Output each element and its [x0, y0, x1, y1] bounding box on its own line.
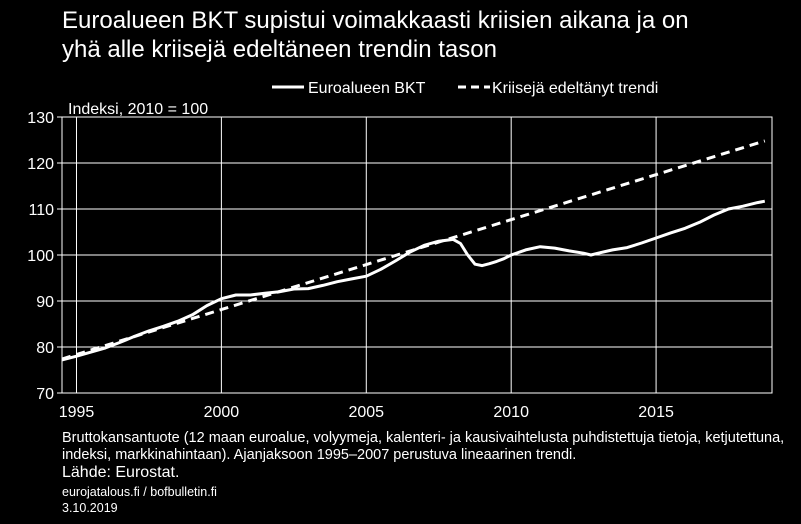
chart-caption: Bruttokansantuote (12 maan euroalue, vol… [62, 430, 785, 463]
series-group [61, 139, 766, 362]
axes: 70 80 90 100 110 120 130 1995 2000 2005 2010 2015 [27, 110, 773, 421]
x-tick-label: 2005 [348, 404, 384, 421]
chart-title-line-2: yhä alle kriisejä edeltäneen trendin tas… [62, 36, 497, 63]
footer: eurojatalous.fi / bofbulletin.fi 3.10.20… [62, 484, 217, 516]
y-tick-label: 110 [28, 202, 54, 219]
y-tick-label: 130 [27, 110, 54, 127]
x-tick-label: 2000 [204, 404, 240, 421]
line-chart: 70 80 90 100 110 120 130 1995 2000 2005 2010 2015 E… [27, 80, 773, 421]
y-tick-label: 70 [36, 386, 54, 403]
x-tick-label: 2015 [638, 404, 674, 421]
x-tick-label: 2010 [493, 404, 529, 421]
footer-date: 3.10.2019 [62, 501, 118, 515]
source-note: Lähde: Eurostat. [62, 464, 180, 481]
grid [62, 117, 772, 393]
legend-label-2: Kriisejä edeltänyt trendi [492, 80, 658, 97]
y-tick-label: 120 [27, 156, 54, 173]
footer-site: eurojatalous.fi / bofbulletin.fi [62, 485, 217, 499]
chart-title-line-1: Euroalueen BKT supistui voimakkaasti kri… [62, 7, 689, 34]
y-tick-label: 80 [36, 340, 54, 357]
series-line-2 [61, 139, 766, 361]
legend-label-1: Euroalueen BKT [308, 80, 426, 97]
y-axis-label: Indeksi, 2010 = 100 [68, 101, 208, 118]
y-tick-label: 90 [36, 294, 54, 311]
legend: Euroalueen BKT Kriisejä edeltänyt trendi [272, 80, 658, 97]
chart-title: Euroalueen BKT supistui voimakkaasti kri… [62, 6, 792, 64]
x-tick-label: 1995 [59, 404, 95, 421]
y-tick-label: 100 [27, 248, 54, 265]
series-line-1 [61, 199, 766, 362]
